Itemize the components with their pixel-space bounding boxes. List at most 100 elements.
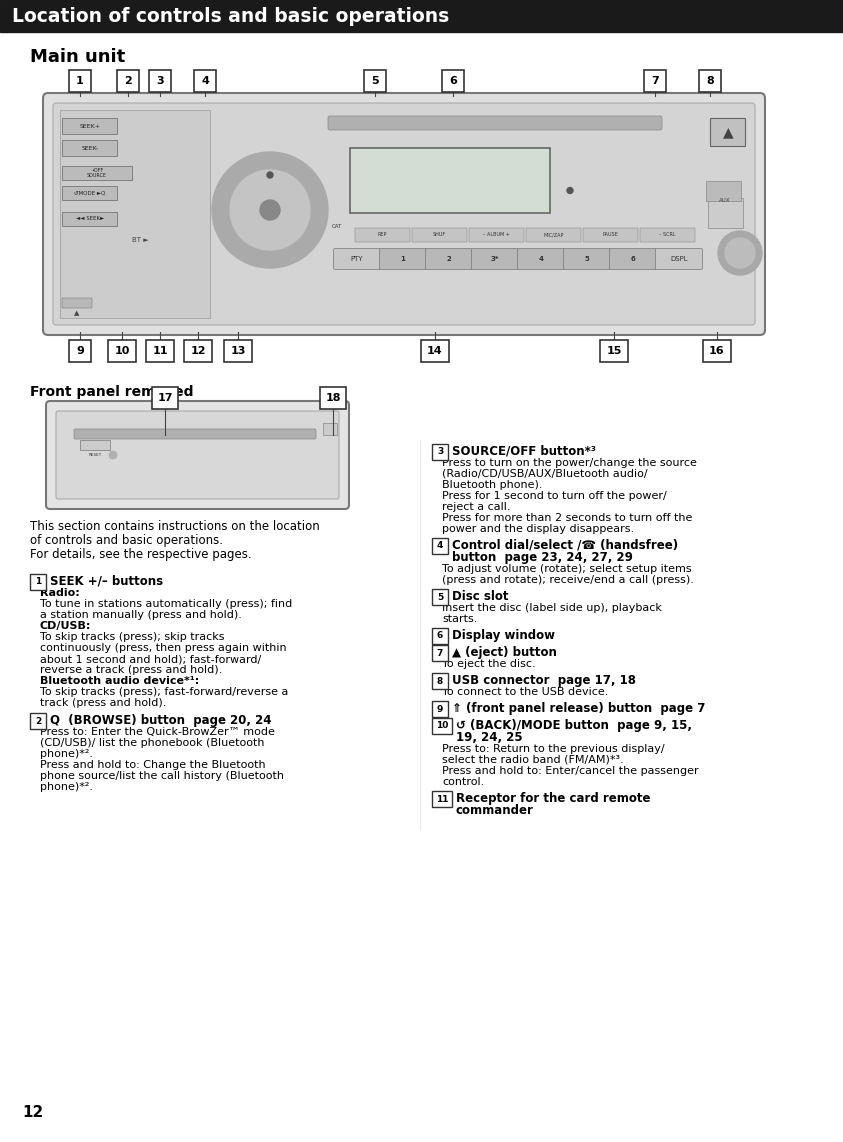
Text: ▲ (eject) button: ▲ (eject) button	[452, 646, 557, 659]
Text: Press to: Return to the previous display/: Press to: Return to the previous display…	[442, 743, 664, 754]
Bar	[30, 713, 46, 729]
Text: 7: 7	[651, 77, 659, 86]
Text: select the radio band (FM/AM)*³.: select the radio band (FM/AM)*³.	[442, 755, 624, 765]
Text: To skip tracks (press); skip tracks: To skip tracks (press); skip tracks	[40, 632, 224, 642]
Text: 16: 16	[709, 346, 725, 356]
Text: Q  (BROWSE) button  page 20, 24: Q (BROWSE) button page 20, 24	[50, 714, 271, 727]
Circle shape	[718, 231, 762, 275]
Bar	[62, 298, 92, 308]
Text: 5: 5	[585, 256, 589, 262]
Text: 2: 2	[35, 716, 41, 725]
Text: phone)*².: phone)*².	[40, 749, 93, 759]
Bar	[432, 628, 448, 644]
Text: Receptor for the card remote: Receptor for the card remote	[456, 793, 651, 805]
Text: BT ►: BT ►	[132, 238, 148, 243]
Bar	[469, 228, 524, 242]
Text: To tune in stations automatically (press); find: To tune in stations automatically (press…	[40, 600, 293, 609]
Text: ⇑ (front panel release) button  page 7: ⇑ (front panel release) button page 7	[452, 702, 706, 715]
Text: 18: 18	[325, 393, 341, 403]
Text: 9: 9	[76, 346, 84, 356]
Bar	[710, 118, 745, 146]
Text: REP: REP	[378, 233, 387, 238]
Bar	[62, 212, 117, 226]
Text: Press to: Enter the Quick-BrowZer™ mode: Press to: Enter the Quick-BrowZer™ mode	[40, 727, 275, 737]
Text: MIC/ZAP: MIC/ZAP	[543, 233, 564, 238]
Text: 3*: 3*	[491, 256, 499, 262]
Text: ◄◄ SEEK►: ◄◄ SEEK►	[76, 217, 105, 222]
Text: 11: 11	[153, 346, 168, 356]
Text: reject a call.: reject a call.	[442, 502, 511, 512]
Bar	[600, 340, 628, 362]
Circle shape	[230, 170, 310, 250]
Text: phone)*².: phone)*².	[40, 782, 93, 793]
Text: 7: 7	[437, 649, 443, 658]
Text: 9: 9	[437, 705, 443, 714]
Text: SEEK-: SEEK-	[81, 145, 99, 151]
Text: Bluetooth audio device*¹:: Bluetooth audio device*¹:	[40, 676, 199, 686]
Bar	[60, 110, 210, 317]
FancyBboxPatch shape	[471, 249, 518, 270]
Bar	[708, 198, 743, 228]
Bar	[152, 387, 178, 409]
Text: of controls and basic operations.: of controls and basic operations.	[30, 534, 223, 547]
Text: Location of controls and basic operations: Location of controls and basic operation…	[12, 7, 449, 25]
FancyBboxPatch shape	[334, 249, 380, 270]
Bar	[62, 186, 117, 200]
Circle shape	[260, 200, 280, 220]
Text: track (press and hold).: track (press and hold).	[40, 698, 166, 708]
Text: To connect to the USB device.: To connect to the USB device.	[442, 687, 609, 697]
Text: button  page 23, 24, 27, 29: button page 23, 24, 27, 29	[452, 550, 633, 564]
Bar	[69, 340, 91, 362]
Bar	[62, 166, 132, 180]
Text: PTY: PTY	[351, 256, 363, 262]
FancyBboxPatch shape	[56, 411, 339, 499]
Text: Press to turn on the power/change the source: Press to turn on the power/change the so…	[442, 458, 697, 468]
Bar	[62, 118, 117, 134]
Text: 4: 4	[201, 77, 209, 86]
Text: Press and hold to: Enter/cancel the passenger: Press and hold to: Enter/cancel the pass…	[442, 766, 699, 777]
Text: Insert the disc (label side up), playback: Insert the disc (label side up), playbac…	[442, 603, 662, 613]
Circle shape	[212, 152, 328, 268]
Text: To eject the disc.: To eject the disc.	[442, 659, 535, 669]
Bar	[224, 340, 252, 362]
Text: 13: 13	[230, 346, 245, 356]
Bar	[149, 70, 171, 93]
FancyBboxPatch shape	[379, 249, 427, 270]
Text: ▲: ▲	[722, 124, 733, 139]
Bar	[62, 140, 117, 156]
Text: To adjust volume (rotate); select setup items: To adjust volume (rotate); select setup …	[442, 564, 691, 574]
Text: 6: 6	[449, 77, 457, 86]
Text: 2: 2	[447, 256, 451, 262]
Text: •OFF
SOURCE: •OFF SOURCE	[87, 168, 107, 178]
Bar	[117, 70, 139, 93]
Bar	[146, 340, 174, 362]
Text: USB connector  page 17, 18: USB connector page 17, 18	[452, 674, 636, 687]
Text: CAT: CAT	[332, 224, 342, 228]
FancyBboxPatch shape	[426, 249, 472, 270]
Circle shape	[567, 187, 573, 193]
Text: RESET: RESET	[89, 453, 102, 457]
Text: 15: 15	[606, 346, 621, 356]
Circle shape	[725, 238, 755, 268]
Text: 2: 2	[124, 77, 132, 86]
Bar	[69, 70, 91, 93]
Bar	[640, 228, 695, 242]
Circle shape	[267, 172, 273, 178]
Text: about 1 second and hold); fast-forward/: about 1 second and hold); fast-forward/	[40, 654, 261, 664]
Text: commander: commander	[456, 804, 534, 817]
Text: 1: 1	[400, 256, 405, 262]
Text: control.: control.	[442, 777, 484, 787]
Bar	[432, 718, 452, 734]
Text: SHUF: SHUF	[433, 233, 446, 238]
Text: reverse a track (press and hold).: reverse a track (press and hold).	[40, 665, 223, 675]
Bar	[355, 228, 410, 242]
Text: phone source/list the call history (Bluetooth: phone source/list the call history (Blue…	[40, 771, 284, 781]
FancyBboxPatch shape	[518, 249, 565, 270]
FancyBboxPatch shape	[328, 116, 662, 130]
Bar	[699, 70, 721, 93]
FancyBboxPatch shape	[53, 103, 755, 325]
Bar	[320, 387, 346, 409]
Text: (CD/USB)/ list the phonebook (Bluetooth: (CD/USB)/ list the phonebook (Bluetooth	[40, 738, 265, 748]
Text: DSPL: DSPL	[670, 256, 688, 262]
Text: Disc slot: Disc slot	[452, 590, 508, 603]
